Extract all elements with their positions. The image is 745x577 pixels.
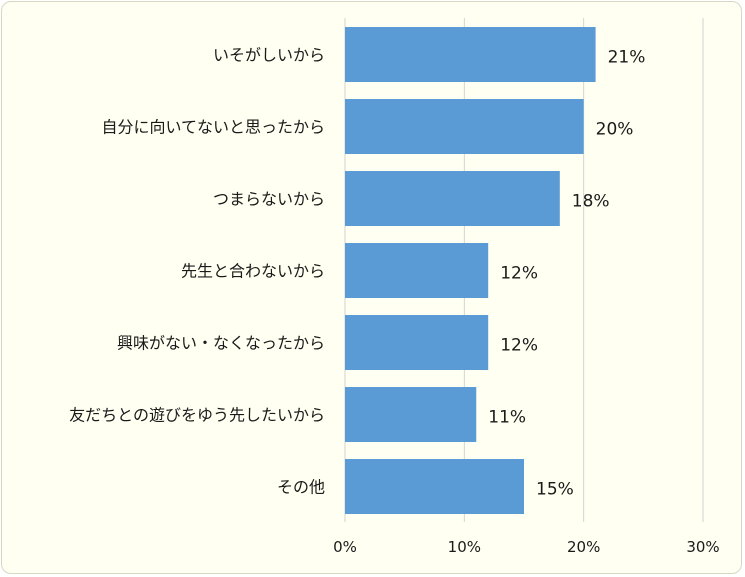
value-label: 21% — [608, 48, 646, 68]
bar — [345, 315, 489, 370]
value-label: 11% — [488, 408, 526, 428]
bar — [345, 171, 560, 226]
value-label: 12% — [500, 264, 538, 284]
bar — [345, 243, 489, 298]
bar — [345, 99, 584, 154]
x-tick-label: 30% — [686, 538, 719, 556]
category-label: 友だちとの遊びをゆう先したいから — [69, 406, 325, 425]
bar — [345, 387, 477, 442]
value-label: 12% — [500, 336, 538, 356]
value-label: 18% — [572, 192, 610, 212]
x-tick-label: 20% — [567, 538, 600, 556]
x-tick-label: 10% — [448, 538, 481, 556]
bar — [345, 459, 524, 514]
value-label: 15% — [536, 480, 574, 500]
bars — [345, 27, 596, 514]
category-label: その他 — [277, 478, 325, 497]
bar — [345, 27, 596, 82]
value-label: 20% — [596, 120, 634, 140]
category-label: 興味がない・なくなったから — [117, 334, 325, 353]
category-label: 自分に向いてないと思ったから — [101, 118, 325, 137]
category-label: いそがしいから — [213, 46, 325, 65]
category-label: 先生と合わないから — [181, 262, 325, 281]
x-tick-label: 0% — [333, 538, 357, 556]
category-label: つまらないから — [213, 190, 325, 209]
labels: 0% 10% 20% 30% いそがしいから 21% 自分に向いてないと思ったから 20% つま… — [69, 46, 720, 557]
